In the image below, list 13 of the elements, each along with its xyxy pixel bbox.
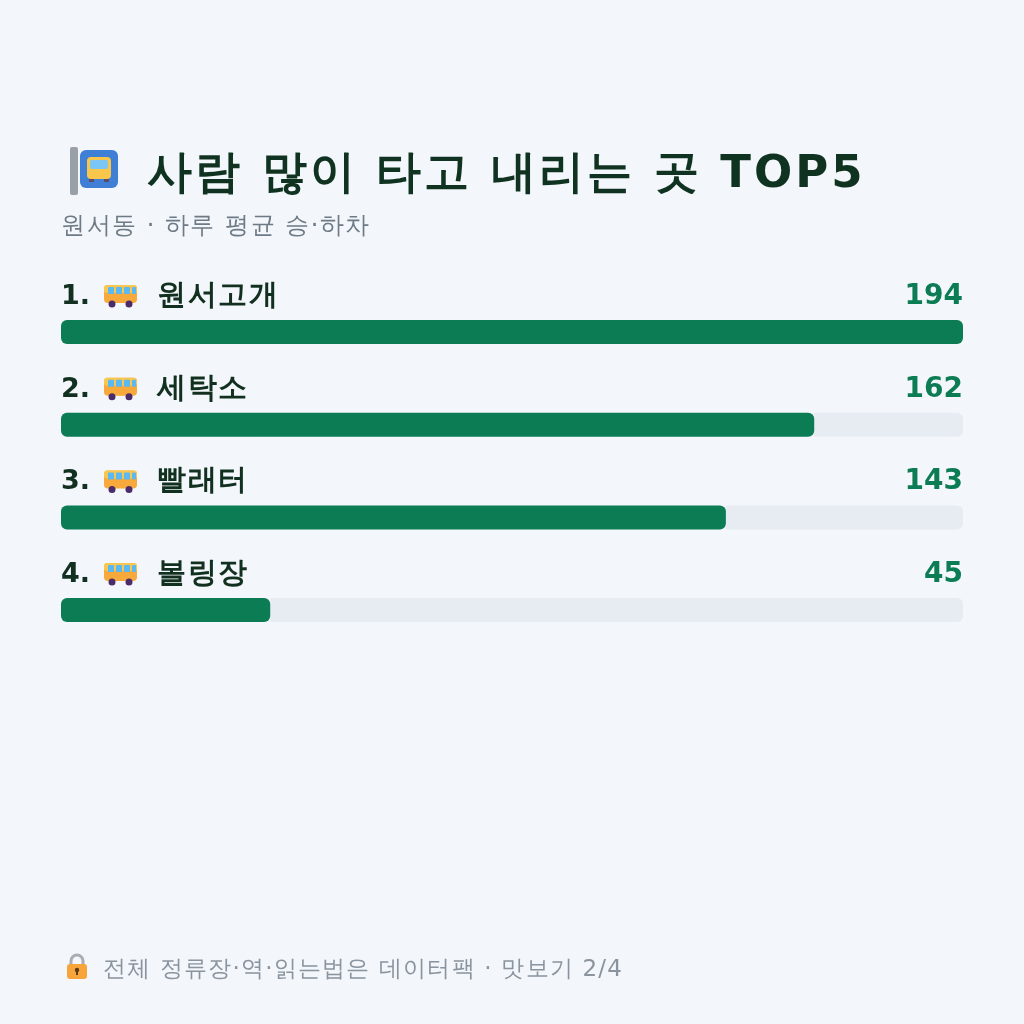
bar bbox=[61, 320, 963, 344]
chart-subtitle: 원서동 · 하루 평균 승·하차 bbox=[61, 211, 371, 239]
data-label: 194 bbox=[904, 278, 963, 311]
data-label: 162 bbox=[904, 370, 963, 404]
text: 전체 정류장·역·읽는법은 데이터팩 · 맛보기 2/4 bbox=[103, 955, 624, 981]
chart-title: 사람 많이 타고 내리는 곳 TOP5 bbox=[147, 145, 866, 198]
data-label: 143 bbox=[904, 463, 963, 497]
bar bbox=[61, 598, 271, 623]
category-label: 3. 빨래터 bbox=[61, 462, 249, 497]
category-label: 1. 원서고개 bbox=[61, 277, 279, 311]
category-label: 4. 볼링장 bbox=[61, 555, 249, 590]
category-label: 2. 세탁소 bbox=[61, 369, 249, 404]
data-label: 45 bbox=[924, 556, 963, 590]
